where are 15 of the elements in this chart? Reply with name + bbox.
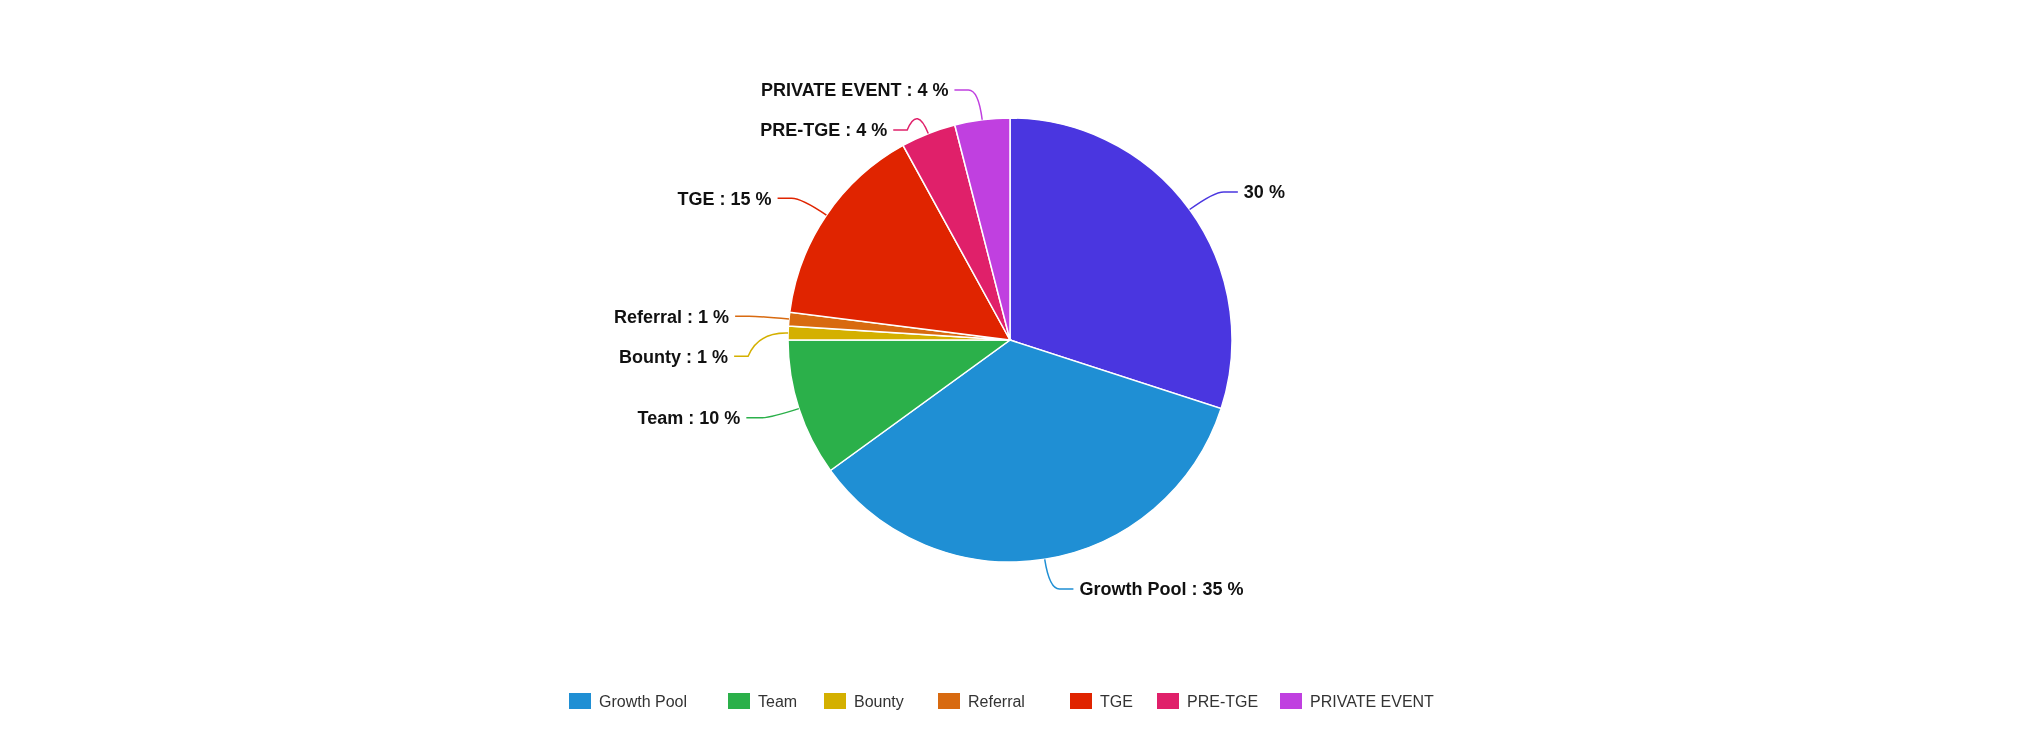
data-label: 30 % xyxy=(1243,182,1285,203)
legend-label: PRE-TGE xyxy=(1187,692,1259,710)
data-label: Growth Pool : 35 % xyxy=(1079,579,1244,600)
legend-label: PRIVATE EVENT xyxy=(1310,692,1435,710)
data-label: TGE : 15 % xyxy=(677,188,772,209)
data-label: Bounty : 1 % xyxy=(619,346,729,367)
data-label: PRE-TGE : 4 % xyxy=(760,120,888,141)
legend-label: TGE xyxy=(1100,692,1133,710)
data-label: Referral : 1 % xyxy=(614,306,730,327)
data-label: PRIVATE EVENT : 4 % xyxy=(761,80,949,101)
legend-label: Team xyxy=(758,692,798,710)
data-label: Team : 10 % xyxy=(637,408,741,429)
legend-label: Referral xyxy=(968,692,1025,710)
legend-label: Growth Pool xyxy=(599,692,688,710)
legend-label: Bounty xyxy=(854,692,904,710)
